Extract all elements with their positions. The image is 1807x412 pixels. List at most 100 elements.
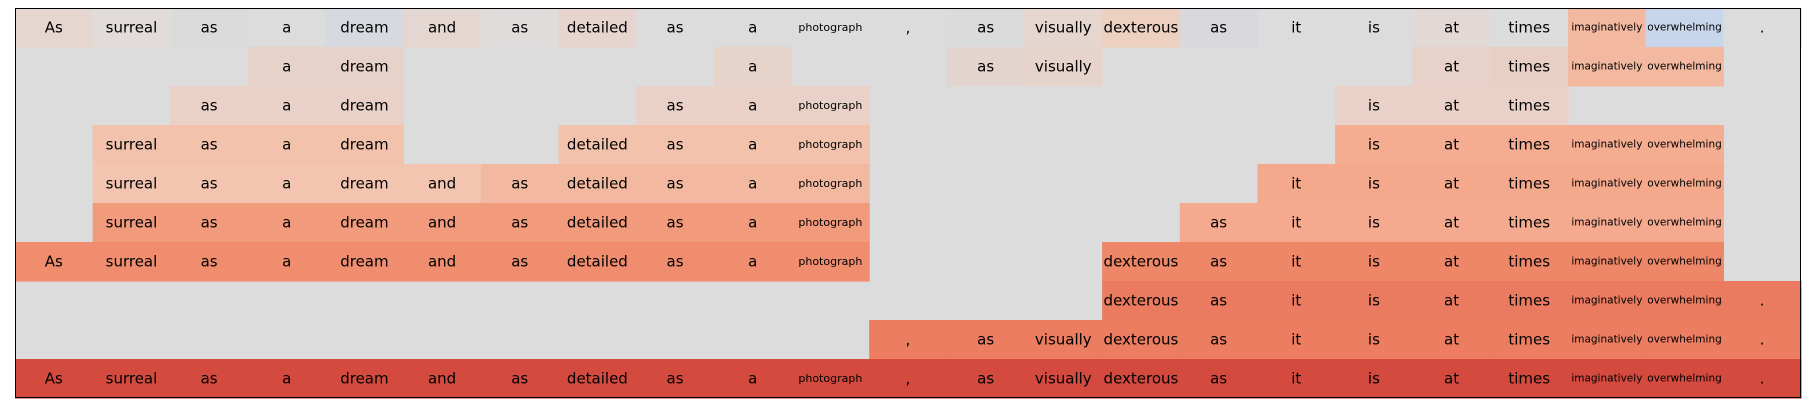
heatmap-token-label: dream — [340, 175, 388, 193]
heatmap-cell — [1102, 320, 1181, 360]
heatmap-cell — [92, 203, 171, 243]
heatmap-token-label: photograph — [798, 216, 862, 229]
heatmap-token-label: surreal — [106, 253, 158, 271]
heatmap-cell — [1024, 320, 1103, 360]
heatmap-token-label: as — [977, 370, 994, 388]
heatmap-cell — [1568, 8, 1647, 48]
heatmap-cell — [170, 242, 249, 282]
heatmap-cell — [92, 125, 171, 165]
heatmap-token-label: as — [201, 370, 218, 388]
heatmap-cell — [713, 47, 793, 87]
heatmap-token-label: it — [1291, 214, 1301, 232]
heatmap-cell — [1490, 47, 1569, 87]
heatmap-cell — [170, 8, 249, 48]
heatmap-cell — [869, 8, 948, 48]
heatmap-cell — [1335, 281, 1414, 321]
heatmap-cell — [170, 125, 249, 165]
heatmap-cell — [869, 320, 948, 360]
heatmap-token-label: as — [1210, 370, 1227, 388]
heatmap-token-label: at — [1444, 214, 1459, 232]
heatmap-cell — [1568, 164, 1647, 204]
heatmap-cell — [946, 320, 1026, 360]
heatmap-cell — [1490, 8, 1569, 48]
heatmap-cell — [1723, 281, 1802, 321]
heatmap-cell — [1645, 164, 1724, 204]
heatmap-cell — [1490, 281, 1569, 321]
heatmap-token-label: times — [1508, 97, 1550, 115]
heatmap-cell — [791, 164, 870, 204]
heatmap-token-label: overwhelming — [1647, 217, 1722, 229]
heatmap-cell — [713, 164, 793, 204]
heatmap-token-label: photograph — [798, 138, 862, 151]
heatmap-token-label: detailed — [567, 253, 628, 271]
heatmap-cell — [1024, 47, 1103, 87]
heatmap-cell — [1335, 242, 1414, 282]
heatmap-token-label: detailed — [567, 370, 628, 388]
heatmap-token-label: as — [977, 331, 994, 349]
heatmap-token-label: as — [201, 136, 218, 154]
heatmap-cell — [1257, 8, 1336, 48]
heatmap-cell — [1645, 359, 1724, 399]
heatmap-cell — [1645, 281, 1724, 321]
heatmap-token-label: is — [1368, 253, 1380, 271]
heatmap-token-label: detailed — [567, 19, 628, 37]
heatmap-token-label: as — [511, 175, 528, 193]
heatmap-token-label: a — [282, 97, 291, 115]
heatmap-cells — [15, 8, 1802, 399]
heatmap-cell — [480, 164, 560, 204]
heatmap-cell — [15, 242, 94, 282]
heatmap-token-label: dream — [340, 97, 388, 115]
heatmap-cell — [558, 203, 637, 243]
heatmap-token-label: imaginatively — [1571, 139, 1642, 151]
heatmap-cell — [1490, 86, 1569, 126]
heatmap-cell — [403, 359, 482, 399]
heatmap-cell — [1257, 203, 1336, 243]
heatmap-cell — [791, 242, 870, 282]
heatmap-token-label: as — [511, 253, 528, 271]
heatmap-cell — [247, 242, 327, 282]
heatmap-cell — [1102, 281, 1181, 321]
heatmap-cell — [403, 8, 482, 48]
heatmap-token-label: a — [282, 175, 291, 193]
heatmap-token-label: is — [1368, 370, 1380, 388]
heatmap-cell — [1179, 8, 1259, 48]
heatmap-cell — [1412, 86, 1491, 126]
heatmap-cell — [1257, 164, 1336, 204]
heatmap-cell — [636, 164, 715, 204]
heatmap-cell — [325, 47, 404, 87]
heatmap-token-label: a — [748, 19, 757, 37]
heatmap-cell — [1568, 281, 1647, 321]
heatmap-token-label: a — [282, 214, 291, 232]
heatmap-cell — [92, 164, 171, 204]
heatmap-token-label: at — [1444, 19, 1459, 37]
heatmap-cell — [325, 203, 404, 243]
heatmap-cell — [791, 86, 870, 126]
heatmap-cell — [1412, 281, 1491, 321]
heatmap-cell — [92, 242, 171, 282]
heatmap-token-label: a — [748, 253, 757, 271]
heatmap-token-label: and — [428, 253, 456, 271]
heatmap-token-label: it — [1291, 292, 1301, 310]
heatmap-cell — [1568, 320, 1647, 360]
heatmap-cell — [403, 242, 482, 282]
heatmap-token-label: photograph — [798, 99, 862, 112]
heatmap-cell — [1335, 359, 1414, 399]
heatmap-token-label: a — [282, 58, 291, 76]
heatmap-cell — [247, 47, 327, 87]
heatmap-token-label: is — [1368, 331, 1380, 349]
heatmap-token-label: overwhelming — [1647, 61, 1722, 73]
heatmap-cell — [1102, 242, 1181, 282]
heatmap-token-label: times — [1508, 292, 1550, 310]
plot-frame — [15, 8, 1801, 398]
heatmap-token-label: times — [1508, 136, 1550, 154]
heatmap-token-label: dexterous — [1104, 370, 1179, 388]
heatmap-token-label: a — [282, 253, 291, 271]
heatmap-token-label: as — [1210, 19, 1227, 37]
heatmap-token-label: dream — [340, 370, 388, 388]
heatmap-token-label: photograph — [798, 21, 862, 34]
heatmap-cell — [636, 86, 715, 126]
heatmap-token-label: dream — [340, 58, 388, 76]
heatmap-token-label: detailed — [567, 136, 628, 154]
heatmap-token-label: as — [1210, 253, 1227, 271]
heatmap-token-label: a — [748, 175, 757, 193]
